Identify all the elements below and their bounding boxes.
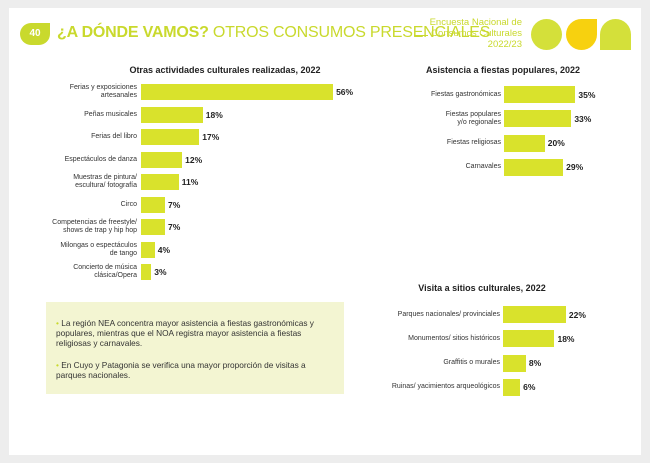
category-label-sitios-1: Parques nacionales/ provinciales: [397, 310, 500, 318]
category-label-fiestas-4: Carnavales: [465, 163, 501, 171]
survey-name: Encuesta Nacional de Consumos Culturales…: [430, 17, 522, 50]
value-label-otras-9: 3%: [154, 267, 167, 277]
page-title-rest: OTROS CONSUMOS PRESENCIALES: [208, 24, 491, 41]
bar-otras-9: [141, 264, 152, 280]
survey-line-2: Consumos Culturales: [431, 28, 522, 39]
bullet-icon: •: [56, 360, 59, 370]
category-label-otras-1: Ferias y exposiciones artesanales: [69, 84, 137, 99]
finding-1: • La región NEA concentra mayor asistenc…: [56, 318, 336, 348]
bar-otras-5: [141, 174, 179, 190]
bar-fiestas-4: [504, 158, 564, 176]
circle-shape-icon: [531, 19, 562, 50]
key-findings-box: • La región NEA concentra mayor asistenc…: [46, 302, 344, 394]
value-label-sitios-4: 6%: [523, 382, 536, 393]
category-label-sitios-4: Ruinas/ yacimientos arqueológicos: [391, 383, 500, 391]
bar-fiestas-1: [504, 86, 576, 103]
value-label-otras-1: 56%: [336, 87, 354, 97]
bar-otras-2: [141, 106, 203, 123]
value-label-otras-6: 7%: [168, 199, 181, 210]
chart-title-otras-actividades: Otras actividades culturales realizadas,…: [129, 65, 321, 75]
page-title-bold: ¿A DÓNDE VAMOS?: [57, 24, 209, 41]
survey-line-3: 2022/23: [487, 39, 522, 50]
value-label-fiestas-4: 29%: [566, 162, 584, 173]
leaf-shape-icon: [566, 19, 597, 50]
bar-sitios-2: [503, 330, 555, 348]
bar-sitios-4: [503, 378, 521, 396]
value-label-otras-5: 11%: [181, 177, 199, 187]
survey-line-1: Encuesta Nacional de: [429, 17, 522, 28]
finding-2-text: En Cuyo y Patagonia se verifica una mayo…: [56, 360, 306, 380]
bar-otras-8: [141, 241, 155, 258]
value-label-otras-7: 7%: [168, 222, 181, 232]
category-label-otras-6: Circo: [120, 200, 137, 208]
category-label-fiestas-3: Fiestas religiosas: [446, 139, 501, 147]
arch-shape-icon: [600, 19, 631, 50]
page-number: 40: [20, 23, 50, 45]
category-label-otras-7: Competencias de freestyle/shows de trap …: [52, 219, 137, 234]
value-label-otras-3: 17%: [202, 132, 220, 142]
value-label-sitios-2: 18%: [557, 333, 575, 344]
bar-otras-6: [141, 196, 165, 213]
finding-1-text: La región NEA concentra mayor asistencia…: [56, 318, 314, 348]
finding-2: • En Cuyo y Patagonia se verifica una ma…: [56, 360, 336, 380]
value-label-otras-8: 4%: [157, 244, 171, 255]
category-label-otras-4: Espectáculos de danza: [64, 155, 137, 163]
chart-title-sitios-culturales: Visita a sitios culturales, 2022: [418, 283, 546, 293]
category-label-otras-5: Muestras de pintura/escultura/ fotografí…: [73, 174, 137, 189]
bar-otras-4: [141, 151, 183, 168]
category-label-fiestas-1: Fiestas gastronómicas: [430, 90, 501, 98]
bar-otras-7: [141, 219, 165, 235]
bar-otras-3: [141, 129, 200, 145]
page-title: ¿A DÓNDE VAMOS? OTROS CONSUMOS PRESENCIA…: [57, 24, 490, 42]
bar-otras-1: [141, 84, 334, 100]
value-label-sitios-3: 8%: [528, 358, 542, 369]
bar-sitios-1: [503, 306, 566, 323]
bullet-icon: •: [56, 318, 59, 328]
value-label-sitios-1: 22%: [568, 309, 586, 320]
category-label-otras-8: Milongas o espectáculos de tango: [60, 241, 137, 257]
bar-sitios-3: [503, 354, 526, 372]
category-label-otras-2: Peñas musicales: [84, 110, 137, 118]
bar-fiestas-2: [504, 110, 572, 128]
chart-title-fiestas-populares: Asistencia a fiestas populares, 2022: [425, 65, 581, 75]
header-divider: [414, 35, 428, 36]
category-label-otras-9: Concierto de música clásica/Opera: [73, 264, 137, 279]
category-label-sitios-3: Graffitis o murales: [443, 359, 500, 367]
category-label-sitios-2: Monumentos/ sitios históricos: [408, 334, 500, 342]
value-label-otras-4: 12%: [185, 154, 203, 165]
bar-fiestas-3: [504, 134, 545, 152]
value-label-fiestas-2: 33%: [574, 113, 592, 124]
value-label-fiestas-1: 35%: [578, 89, 596, 100]
value-label-otras-2: 18%: [205, 109, 223, 120]
value-label-fiestas-3: 20%: [547, 138, 565, 149]
category-label-otras-3: Ferias del libro: [91, 133, 137, 140]
category-label-fiestas-2: Fiestas populares y/o regionales: [445, 110, 501, 126]
